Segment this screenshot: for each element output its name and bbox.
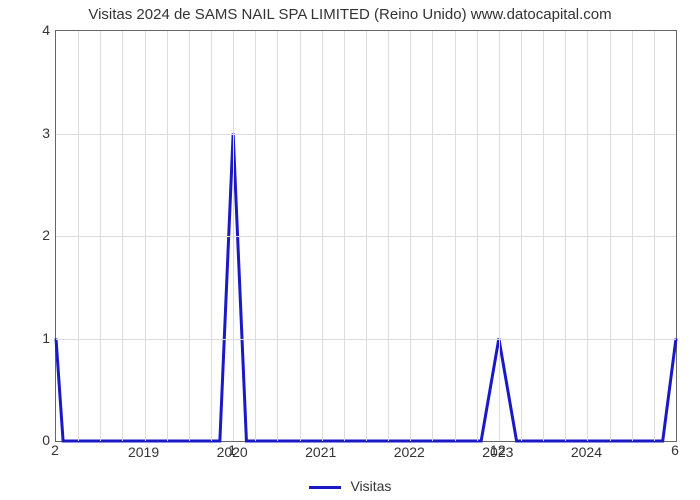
x-value-label: 12 bbox=[490, 442, 506, 458]
x-tick-label: 2019 bbox=[128, 444, 159, 460]
y-tick-label: 1 bbox=[20, 330, 50, 346]
gridline-v bbox=[654, 31, 655, 441]
gridline-v bbox=[632, 31, 633, 441]
gridline-v bbox=[167, 31, 168, 441]
legend: Visitas bbox=[0, 478, 700, 494]
y-tick-label: 2 bbox=[20, 227, 50, 243]
x-value-label: 1 bbox=[228, 442, 236, 458]
gridline-v bbox=[366, 31, 367, 441]
gridline-v bbox=[432, 31, 433, 441]
gridline-v bbox=[543, 31, 544, 441]
gridline-v bbox=[189, 31, 190, 441]
gridline-v bbox=[477, 31, 478, 441]
gridline-v bbox=[277, 31, 278, 441]
gridline-v bbox=[145, 31, 146, 441]
chart-title: Visitas 2024 de SAMS NAIL SPA LIMITED (R… bbox=[0, 6, 700, 23]
x-value-label: 2 bbox=[51, 442, 59, 458]
gridline-v bbox=[122, 31, 123, 441]
gridline-v bbox=[255, 31, 256, 441]
gridline-v bbox=[78, 31, 79, 441]
gridline-v bbox=[344, 31, 345, 441]
gridline-v bbox=[388, 31, 389, 441]
gridline-v bbox=[100, 31, 101, 441]
gridline-v bbox=[233, 31, 234, 441]
gridline-v bbox=[300, 31, 301, 441]
gridline-v bbox=[521, 31, 522, 441]
x-tick-label: 2021 bbox=[305, 444, 336, 460]
y-tick-label: 3 bbox=[20, 125, 50, 141]
gridline-v bbox=[499, 31, 500, 441]
gridline-v bbox=[322, 31, 323, 441]
gridline-v bbox=[610, 31, 611, 441]
x-tick-label: 2024 bbox=[571, 444, 602, 460]
gridline-v bbox=[565, 31, 566, 441]
gridline-v bbox=[455, 31, 456, 441]
plot-area bbox=[55, 30, 677, 442]
y-tick-label: 4 bbox=[20, 22, 50, 38]
x-value-label: 6 bbox=[671, 442, 679, 458]
y-tick-label: 0 bbox=[20, 432, 50, 448]
legend-label: Visitas bbox=[350, 478, 391, 494]
chart-container: Visitas 2024 de SAMS NAIL SPA LIMITED (R… bbox=[0, 0, 700, 500]
gridline-v bbox=[587, 31, 588, 441]
gridline-v bbox=[211, 31, 212, 441]
x-tick-label: 2022 bbox=[394, 444, 425, 460]
legend-swatch bbox=[309, 486, 341, 489]
gridline-v bbox=[410, 31, 411, 441]
